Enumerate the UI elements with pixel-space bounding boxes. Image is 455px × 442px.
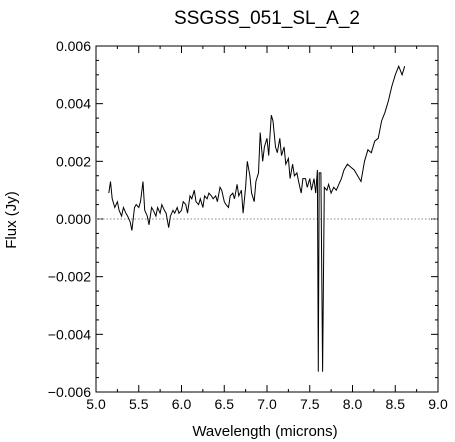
x-tick-label: 6.0 — [172, 396, 192, 412]
y-tick-label: −0.004 — [48, 326, 91, 342]
flux-series-line — [108, 64, 406, 372]
x-tick-label: 8.5 — [386, 396, 406, 412]
y-tick-label: 0.006 — [56, 38, 91, 54]
y-axis: −0.006 −0.004 −0.002 0.000 0.002 0.004 0.006 — [48, 38, 438, 400]
x-tick-label: 5.5 — [129, 396, 149, 412]
x-axis: 5.0 5.5 6.0 6.5 7.0 7.5 8.0 8.5 9.0 — [86, 46, 448, 412]
y-tick-label: 0.000 — [56, 211, 91, 227]
x-tick-label: 9.0 — [428, 396, 448, 412]
y-tick-label: −0.006 — [48, 384, 91, 400]
y-tick-label: −0.002 — [48, 269, 91, 285]
x-tick-label: 5.0 — [86, 396, 106, 412]
x-tick-label: 8.0 — [343, 396, 363, 412]
x-tick-label: 7.5 — [300, 396, 320, 412]
y-tick-label: 0.004 — [56, 96, 91, 112]
y-axis-label: Flux (Jy) — [3, 191, 20, 249]
x-tick-label: 7.0 — [257, 396, 277, 412]
chart-title: SSGSS_051_SL_A_2 — [174, 8, 360, 29]
x-tick-label: 6.5 — [215, 396, 235, 412]
x-axis-label: Wavelength (microns) — [192, 423, 337, 440]
y-tick-label: 0.002 — [56, 153, 91, 169]
